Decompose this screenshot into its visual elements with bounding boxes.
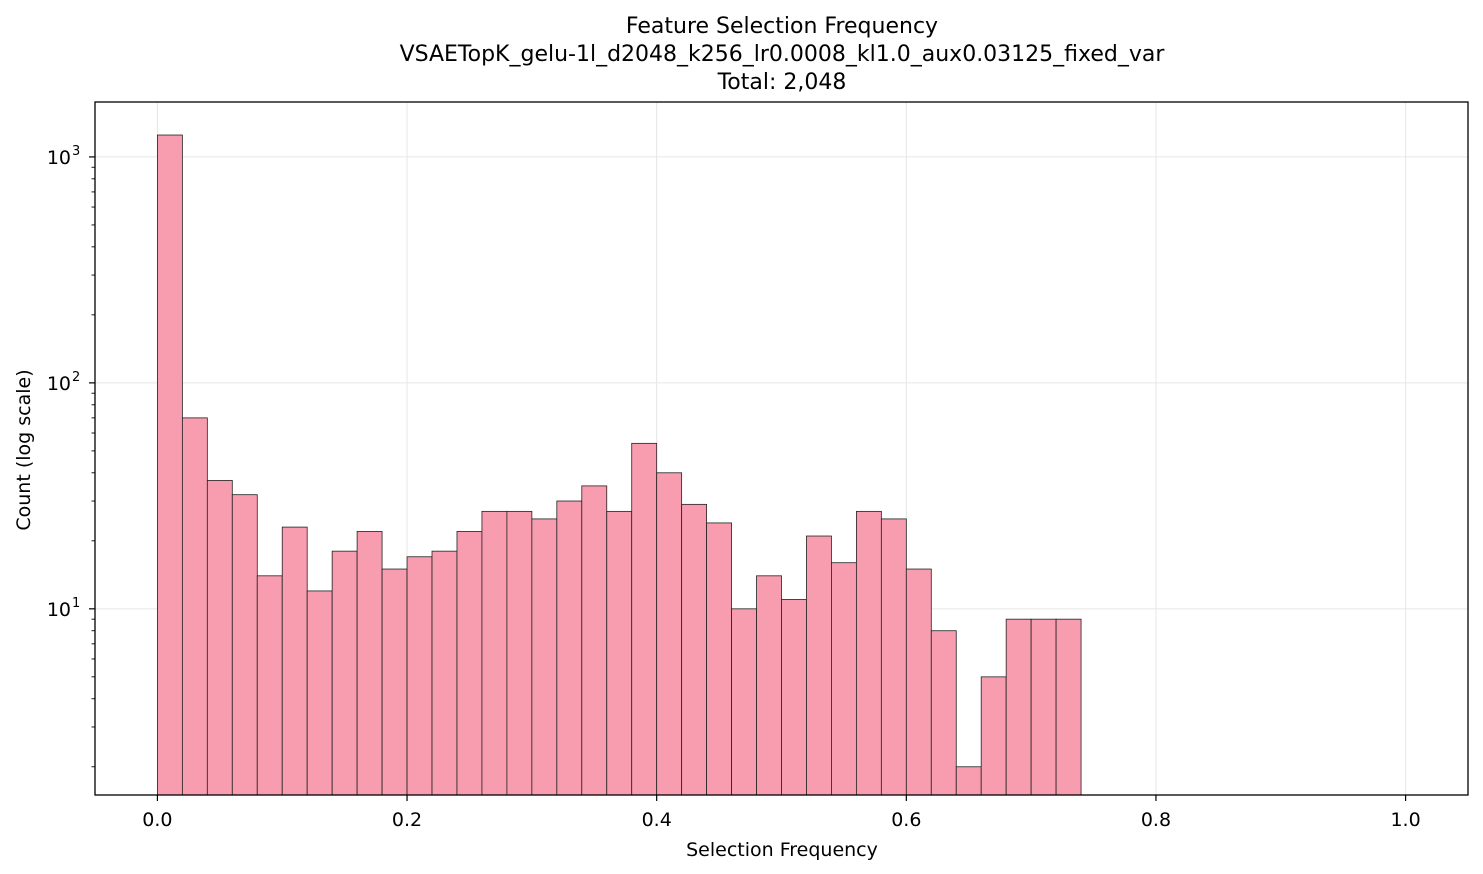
chart-title: Feature Selection Frequency bbox=[626, 14, 938, 39]
histogram-bar bbox=[1055, 618, 1082, 796]
bars-layer bbox=[157, 134, 1082, 796]
histogram-bar bbox=[431, 550, 458, 796]
histogram-bar bbox=[1005, 618, 1032, 796]
y-tick-label: 10 bbox=[47, 599, 71, 621]
x-tick-label: 0.2 bbox=[392, 809, 422, 831]
histogram-bar bbox=[1030, 618, 1057, 796]
histogram-bar bbox=[556, 500, 583, 796]
histogram-bar bbox=[281, 526, 308, 796]
chart-title-group: Feature Selection Frequency VSAETopK_gel… bbox=[400, 14, 1166, 95]
histogram-bar bbox=[531, 518, 558, 796]
histogram-bar bbox=[456, 531, 483, 796]
histogram-bar bbox=[157, 134, 183, 796]
y-tick-label: 10 bbox=[47, 147, 71, 169]
histogram-bar bbox=[331, 550, 358, 796]
y-tick-exponent: 1 bbox=[72, 596, 80, 611]
histogram-bar bbox=[381, 568, 408, 796]
chart-subtitle: VSAETopK_gelu-1l_d2048_k256_lr0.0008_kl1… bbox=[400, 42, 1166, 67]
histogram-bar bbox=[731, 608, 757, 796]
histogram-bar bbox=[855, 510, 882, 796]
histogram-bar bbox=[206, 480, 233, 796]
histogram-bar bbox=[930, 630, 957, 796]
y-tick-label: 10 bbox=[47, 373, 71, 395]
y-axis-label: Count (log scale) bbox=[13, 369, 35, 530]
histogram-bar bbox=[706, 522, 732, 796]
histogram-bar bbox=[181, 417, 208, 796]
histogram-bar bbox=[806, 535, 832, 796]
histogram-bar bbox=[606, 510, 633, 796]
histogram-bar bbox=[955, 766, 982, 796]
histogram-bar bbox=[656, 472, 683, 796]
histogram-bar bbox=[756, 575, 782, 796]
x-tick-label: 0.6 bbox=[891, 809, 921, 831]
histogram-bar bbox=[581, 485, 608, 796]
x-axis-label: Selection Frequency bbox=[686, 839, 878, 861]
histogram-bar bbox=[256, 575, 283, 796]
histogram-bar bbox=[631, 442, 658, 796]
histogram-bar bbox=[406, 556, 433, 796]
histogram-bar bbox=[831, 562, 857, 796]
histogram-bar bbox=[880, 518, 907, 796]
histogram-bar bbox=[356, 531, 383, 796]
histogram-bar bbox=[681, 503, 708, 796]
x-tick-label: 0.0 bbox=[142, 809, 172, 831]
plot-frame bbox=[94, 101, 1469, 796]
y-tick-exponent: 2 bbox=[72, 370, 80, 385]
histogram-bar bbox=[905, 568, 932, 796]
y-tick-exponent: 3 bbox=[72, 144, 80, 159]
histogram-bar bbox=[481, 510, 508, 796]
x-tick-label: 0.4 bbox=[642, 809, 672, 831]
histogram-bar bbox=[306, 590, 333, 796]
x-tick-label: 0.8 bbox=[1141, 809, 1171, 831]
chart-total: Total: 2,048 bbox=[717, 70, 847, 95]
histogram-bar bbox=[781, 599, 807, 796]
histogram-bar bbox=[231, 494, 258, 796]
histogram-bar bbox=[506, 510, 533, 796]
x-tick-label: 1.0 bbox=[1390, 809, 1420, 831]
histogram-bar bbox=[980, 676, 1007, 796]
